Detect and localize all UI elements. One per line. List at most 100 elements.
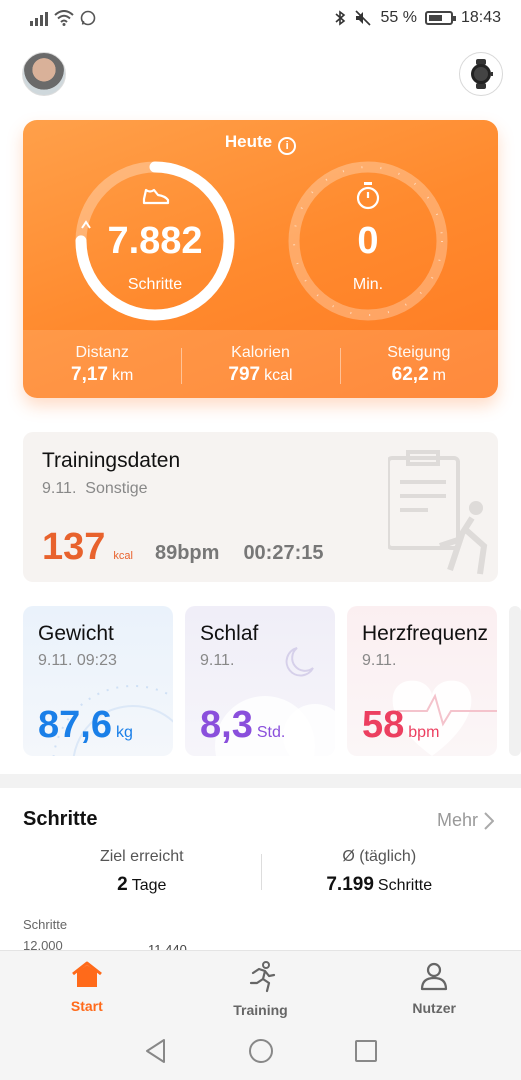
average-label: Ø (täglich)	[342, 848, 417, 865]
training-subtitle: 9.11. Sonstige	[42, 480, 148, 498]
distance-label: Distanz	[75, 344, 129, 361]
avatar[interactable]	[22, 52, 66, 96]
weight-value: 87,6	[38, 704, 112, 746]
steps-ring[interactable]: 7.882 Schritte	[72, 158, 238, 324]
nav-start[interactable]: Start	[0, 951, 174, 1022]
mute-icon	[355, 10, 372, 26]
training-type: Sonstige	[85, 480, 148, 497]
wifi-icon	[54, 10, 74, 26]
calories-value: 797	[228, 364, 261, 385]
nav-training-label: Training	[233, 1002, 288, 1018]
next-tile-peek[interactable]	[509, 606, 521, 756]
training-values: 137 kcal 89bpm 00:27:15	[42, 526, 324, 569]
heart-decoration	[392, 680, 497, 756]
back-icon[interactable]	[144, 1038, 168, 1064]
heart-rate-title: Herzfrequenz	[362, 622, 489, 645]
main-content: Heute i 7.882 Schritte 0 Min. Di	[0, 110, 521, 957]
training-duration: 00:27:15	[243, 542, 324, 564]
steps-value: 7.882	[107, 220, 203, 262]
more-link[interactable]: Mehr	[437, 810, 494, 831]
device-button[interactable]	[459, 52, 503, 96]
signal-icon	[30, 10, 48, 26]
steps-progress-arc	[75, 161, 235, 321]
battery-icon	[424, 11, 456, 25]
steps-label: Schritte	[127, 276, 183, 293]
watch-icon	[471, 59, 493, 89]
chart-tick-label: 12.000	[23, 938, 63, 953]
moon-cloud-decoration	[215, 647, 335, 756]
clock: 18:43	[460, 9, 501, 26]
distance-value: 7,17	[71, 364, 108, 385]
sleep-value: 8,3	[200, 704, 253, 746]
training-kcal-unit: kcal	[113, 550, 133, 562]
steps-summary: Ziel erreicht 2 Tage Ø (täglich) 7.199 Sch…	[23, 848, 498, 904]
section-divider	[0, 774, 521, 788]
elevation-value: 62,2	[391, 364, 429, 385]
info-icon[interactable]: i	[278, 137, 297, 155]
nav-user[interactable]: Nutzer	[347, 951, 521, 1022]
system-navigation	[0, 1022, 521, 1080]
bottom-navigation: Start Training Nutzer	[0, 950, 521, 1022]
shoe-icon	[142, 188, 170, 205]
training-date: 9.11.	[42, 480, 77, 497]
elevation-unit: m	[432, 367, 446, 384]
training-card[interactable]: Trainingsdaten 9.11. Sonstige 137 kcal 8…	[23, 432, 498, 582]
nav-user-label: Nutzer	[412, 1000, 456, 1016]
weight-date: 9.11. 09:23	[38, 652, 117, 669]
more-label: Mehr	[436, 810, 478, 830]
heart-rate-value: 58	[362, 704, 405, 746]
stopwatch-icon	[356, 182, 380, 210]
chevron-right-icon	[484, 811, 494, 830]
minutes-value: 0	[357, 220, 379, 262]
scale-decoration	[52, 685, 173, 756]
whatsapp-icon	[80, 10, 96, 26]
today-title-text: Heute	[224, 132, 273, 151]
training-kcal: 137	[42, 526, 106, 568]
nav-start-label: Start	[70, 998, 103, 1014]
user-icon	[421, 962, 448, 991]
goal-reached: Ziel erreicht 2 Tage	[23, 848, 261, 904]
sleep-tile[interactable]: Schlaf 9.11. 8,3 Std.	[185, 606, 335, 756]
training-title: Trainingsdaten	[42, 449, 181, 472]
bluetooth-icon	[335, 10, 346, 26]
goal-unit: Tage	[131, 877, 167, 894]
header	[0, 40, 521, 110]
recents-icon[interactable]	[354, 1039, 378, 1063]
calories-stat: Kalorien 797 kcal	[181, 330, 339, 398]
sleep-date: 9.11.	[200, 652, 235, 669]
chart-axis-label: Schritte	[23, 917, 68, 932]
minutes-ring-graphic	[288, 161, 448, 321]
elevation-stat: Steigung 62,2 m	[339, 330, 498, 398]
sleep-unit: Std.	[256, 724, 286, 741]
training-bpm: 89bpm	[154, 542, 220, 564]
heart-rate-unit: bpm	[408, 724, 440, 741]
home-icon	[71, 961, 102, 987]
today-card[interactable]: Heute i 7.882 Schritte 0 Min. Di	[23, 120, 498, 398]
status-bar: 55 % 18:43	[0, 0, 521, 40]
distance-stat: Distanz 7,17 km	[23, 330, 181, 398]
calories-label: Kalorien	[231, 344, 290, 361]
daily-average: Ø (täglich) 7.199 Schritte	[260, 848, 499, 904]
running-icon	[249, 961, 275, 993]
average-value: 7.199	[326, 874, 374, 895]
average-unit: Schritte	[377, 877, 433, 894]
heart-rate-tile[interactable]: Herzfrequenz 9.11. 58 bpm	[347, 606, 497, 756]
sleep-title: Schlaf	[200, 622, 259, 645]
battery-percent: 55 %	[380, 9, 417, 26]
steps-section-title: Schritte	[23, 808, 98, 830]
goal-label: Ziel erreicht	[99, 848, 184, 865]
today-stats: Distanz 7,17 km Kalorien 797 kcal Steigung…	[23, 330, 498, 398]
elevation-label: Steigung	[387, 344, 451, 361]
heart-rate-date: 9.11.	[362, 652, 397, 669]
calories-unit: kcal	[264, 367, 293, 384]
minutes-label: Min.	[352, 276, 384, 293]
distance-unit: km	[111, 367, 134, 384]
weight-unit: kg	[115, 724, 133, 741]
weight-tile[interactable]: Gewicht 9.11. 09:23 87,6 kg	[23, 606, 173, 756]
weight-title: Gewicht	[38, 622, 114, 645]
clipboard-runner-icon	[388, 450, 488, 575]
today-title: Heute i	[23, 132, 498, 155]
minutes-ring[interactable]: 0 Min.	[285, 158, 451, 324]
home-circle-icon[interactable]	[248, 1038, 274, 1064]
nav-training[interactable]: Training	[174, 951, 348, 1022]
